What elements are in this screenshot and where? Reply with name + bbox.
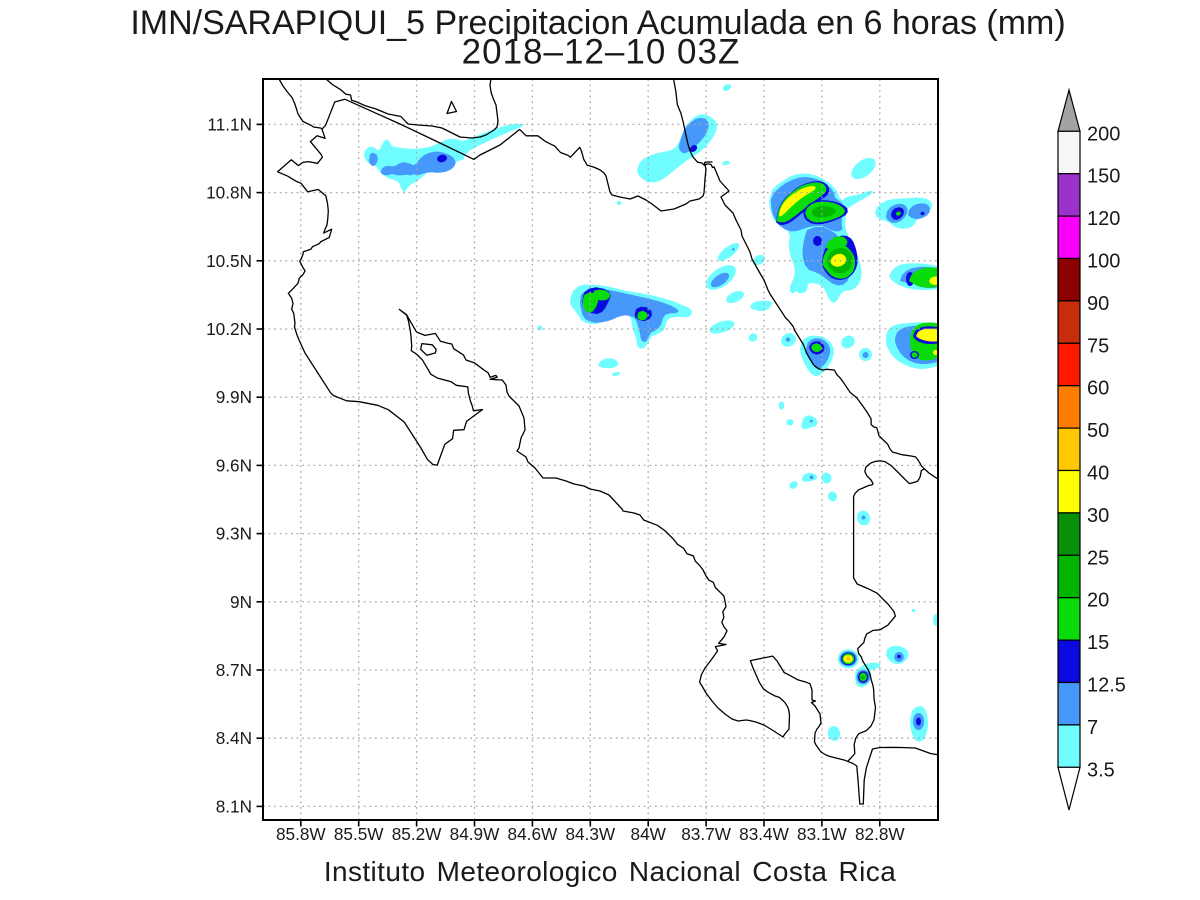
svg-text:82.8W: 82.8W xyxy=(855,824,905,844)
svg-text:Instituto Meteorologico Nacion: Instituto Meteorologico Nacional Costa R… xyxy=(324,856,896,887)
svg-text:85.5W: 85.5W xyxy=(334,824,384,844)
svg-text:9N: 9N xyxy=(230,592,252,612)
svg-text:84W: 84W xyxy=(631,824,667,844)
svg-text:11.1N: 11.1N xyxy=(207,114,252,134)
svg-text:60: 60 xyxy=(1087,378,1109,400)
svg-text:83.1W: 83.1W xyxy=(797,824,847,844)
svg-text:120: 120 xyxy=(1087,208,1120,230)
svg-text:100: 100 xyxy=(1087,251,1120,273)
svg-text:90: 90 xyxy=(1087,293,1109,315)
svg-text:15: 15 xyxy=(1087,632,1109,654)
svg-text:83.4W: 83.4W xyxy=(739,824,789,844)
svg-text:10.5N: 10.5N xyxy=(206,251,252,271)
svg-text:150: 150 xyxy=(1087,166,1120,188)
svg-text:7: 7 xyxy=(1087,717,1098,739)
svg-text:3.5: 3.5 xyxy=(1087,759,1115,781)
svg-text:10.8N: 10.8N xyxy=(206,183,252,203)
svg-text:84.6W: 84.6W xyxy=(508,824,558,844)
svg-text:20: 20 xyxy=(1087,590,1109,612)
svg-text:85.2W: 85.2W xyxy=(392,824,442,844)
svg-text:40: 40 xyxy=(1087,463,1109,485)
svg-text:75: 75 xyxy=(1087,335,1109,357)
svg-text:84.3W: 84.3W xyxy=(565,824,615,844)
svg-text:30: 30 xyxy=(1087,505,1109,527)
svg-text:12.5: 12.5 xyxy=(1087,675,1126,697)
svg-text:8.7N: 8.7N xyxy=(216,660,252,680)
svg-text:9.9N: 9.9N xyxy=(216,387,252,407)
svg-text:50: 50 xyxy=(1087,420,1109,442)
svg-text:9.6N: 9.6N xyxy=(216,455,252,475)
svg-text:200: 200 xyxy=(1087,123,1120,145)
svg-text:10.2N: 10.2N xyxy=(206,319,252,339)
svg-text:8.4N: 8.4N xyxy=(216,728,252,748)
svg-text:IMN/SARAPIQUI_5 Precipitacion: IMN/SARAPIQUI_5 Precipitacion Acumulada … xyxy=(130,4,1065,42)
svg-text:25: 25 xyxy=(1087,547,1109,569)
svg-text:83.7W: 83.7W xyxy=(681,824,731,844)
svg-text:2018–12–10 03Z: 2018–12–10 03Z xyxy=(462,33,741,72)
svg-text:84.9W: 84.9W xyxy=(450,824,500,844)
svg-text:8.1N: 8.1N xyxy=(216,796,252,816)
svg-text:85.8W: 85.8W xyxy=(276,824,326,844)
svg-text:9.3N: 9.3N xyxy=(216,524,252,544)
